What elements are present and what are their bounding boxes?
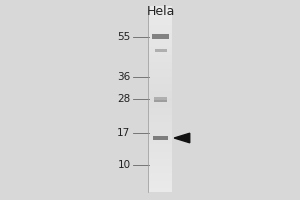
- Polygon shape: [174, 133, 190, 143]
- Text: 55: 55: [117, 32, 130, 42]
- Bar: [154, 100, 167, 102]
- Bar: [154, 97, 167, 100]
- Bar: [153, 136, 168, 140]
- Text: 10: 10: [117, 160, 130, 170]
- Text: 17: 17: [117, 128, 130, 138]
- Text: Hela: Hela: [146, 5, 175, 18]
- Text: 28: 28: [117, 94, 130, 104]
- Text: 36: 36: [117, 72, 130, 82]
- Bar: [154, 49, 166, 52]
- Bar: [152, 34, 169, 39]
